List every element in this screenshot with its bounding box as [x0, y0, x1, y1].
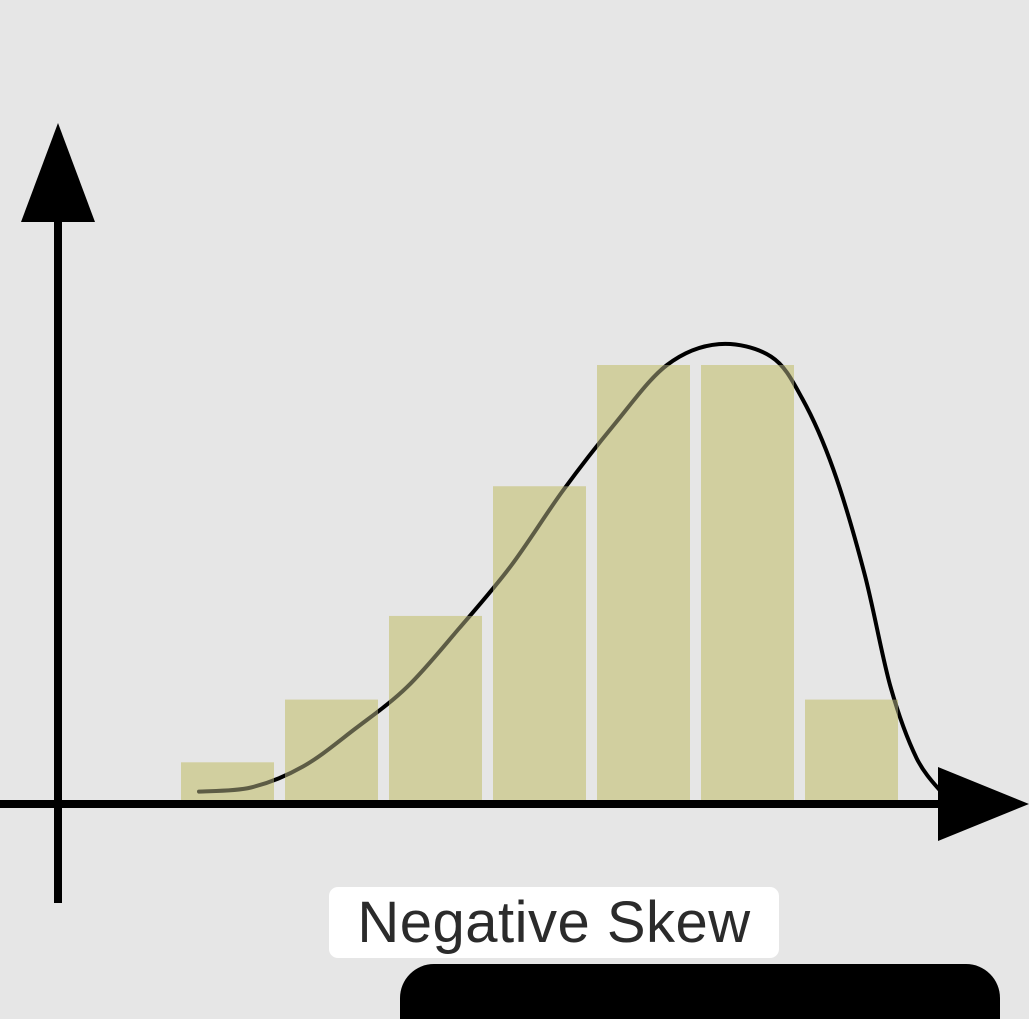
- histogram-bar-3: [389, 615, 482, 800]
- axes-layer: [0, 123, 1029, 903]
- histogram-bar-7: [805, 699, 898, 800]
- y-axis-arrowhead: [21, 123, 95, 222]
- histogram-bar-2: [285, 699, 378, 800]
- bars-layer: [181, 365, 898, 800]
- histogram-bar-tint-7: [805, 699, 898, 800]
- histogram-bar-tint-6: [701, 365, 794, 800]
- bars-overlay-layer: [181, 365, 898, 800]
- histogram-bar-1: [181, 762, 274, 800]
- histogram-bar-tint-2: [285, 699, 378, 800]
- histogram-bar-6: [701, 365, 794, 800]
- distribution-curve: [197, 341, 945, 796]
- curve-layer: [181, 341, 945, 800]
- caption-box: Negative Skew: [329, 887, 779, 958]
- histogram-bar-tint-1: [181, 762, 274, 800]
- black-overlay-bar: [400, 964, 1000, 1019]
- x-axis-arrowhead: [938, 767, 1029, 841]
- histogram-bar-4: [493, 486, 586, 800]
- histogram-bar-tint-4: [493, 486, 586, 800]
- histogram-bar-5: [597, 365, 690, 800]
- chart-caption: Negative Skew: [357, 889, 751, 955]
- histogram-bar-tint-3: [389, 615, 482, 800]
- histogram-bar-tint-5: [597, 365, 690, 800]
